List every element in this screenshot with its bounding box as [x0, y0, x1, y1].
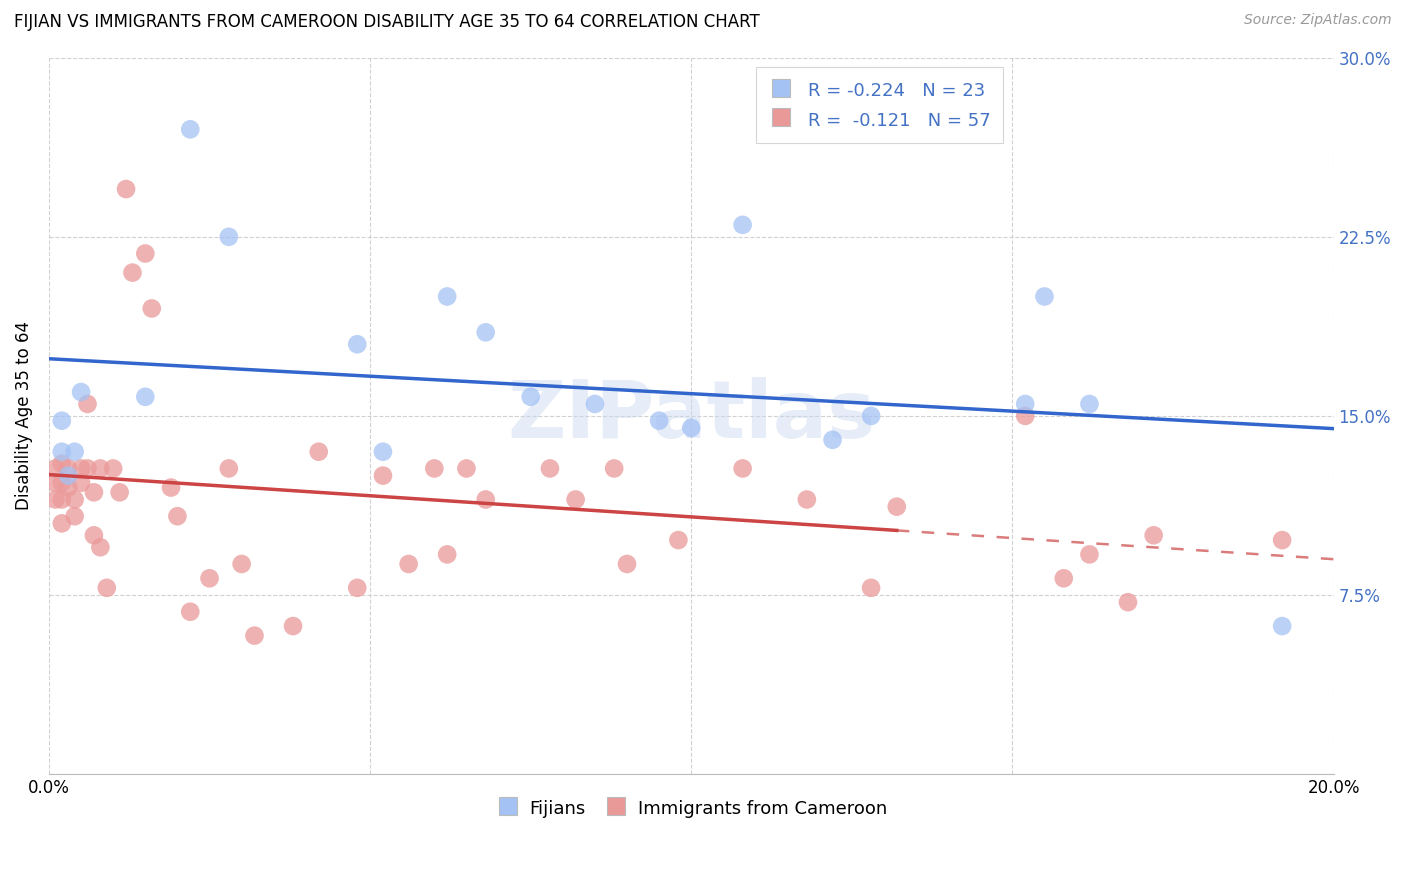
Point: [1271, 619, 1294, 633]
Y-axis label: Disability Age 35 to 64: Disability Age 35 to 64: [15, 321, 32, 510]
Point: [860, 581, 883, 595]
Point: [76, 461, 98, 475]
Point: [583, 397, 606, 411]
Point: [519, 390, 541, 404]
Point: [134, 390, 156, 404]
Text: FIJIAN VS IMMIGRANTS FROM CAMEROON DISABILITY AGE 35 TO 64 CORRELATION CHART: FIJIAN VS IMMIGRANTS FROM CAMEROON DISAB…: [14, 13, 759, 31]
Point: [371, 444, 394, 458]
Point: [731, 218, 754, 232]
Point: [474, 492, 496, 507]
Point: [70, 475, 93, 490]
Point: [51, 414, 73, 428]
Point: [76, 397, 98, 411]
Point: [179, 605, 201, 619]
Legend: Fijians, Immigrants from Cameroon: Fijians, Immigrants from Cameroon: [488, 790, 894, 826]
Point: [58, 468, 80, 483]
Point: [51, 457, 73, 471]
Point: [346, 581, 368, 595]
Point: [179, 122, 201, 136]
Point: [63, 444, 86, 458]
Point: [1143, 528, 1166, 542]
Point: [51, 516, 73, 531]
Point: [1078, 397, 1101, 411]
Point: [436, 548, 458, 562]
Point: [83, 528, 105, 542]
Point: [51, 492, 73, 507]
Point: [281, 619, 304, 633]
Point: [103, 461, 125, 475]
Point: [1053, 571, 1076, 585]
Point: [70, 461, 93, 475]
Point: [821, 433, 844, 447]
Point: [231, 557, 253, 571]
Point: [51, 475, 73, 490]
Point: [58, 461, 80, 475]
Point: [58, 481, 80, 495]
Point: [243, 629, 266, 643]
Point: [456, 461, 478, 475]
Point: [121, 266, 143, 280]
Point: [398, 557, 420, 571]
Point: [218, 461, 240, 475]
Point: [44, 475, 66, 490]
Point: [70, 384, 93, 399]
Point: [474, 326, 496, 340]
Point: [346, 337, 368, 351]
Point: [1271, 533, 1294, 547]
Point: [89, 541, 111, 555]
Point: [44, 461, 66, 475]
Point: [603, 461, 626, 475]
Point: [44, 492, 66, 507]
Point: [1014, 397, 1036, 411]
Point: [371, 468, 394, 483]
Point: [83, 485, 105, 500]
Point: [860, 409, 883, 423]
Point: [796, 492, 818, 507]
Point: [134, 246, 156, 260]
Text: Source: ZipAtlas.com: Source: ZipAtlas.com: [1244, 13, 1392, 28]
Point: [538, 461, 561, 475]
Point: [89, 461, 111, 475]
Point: [51, 444, 73, 458]
Point: [1078, 548, 1101, 562]
Point: [308, 444, 330, 458]
Point: [141, 301, 163, 316]
Point: [668, 533, 690, 547]
Point: [731, 461, 754, 475]
Point: [1116, 595, 1139, 609]
Point: [1033, 289, 1056, 303]
Point: [63, 492, 86, 507]
Point: [436, 289, 458, 303]
Text: ZIPatlas: ZIPatlas: [508, 377, 876, 455]
Point: [564, 492, 586, 507]
Point: [218, 229, 240, 244]
Point: [648, 414, 671, 428]
Point: [681, 421, 703, 435]
Point: [1014, 409, 1036, 423]
Point: [115, 182, 138, 196]
Point: [63, 509, 86, 524]
Point: [160, 481, 183, 495]
Point: [166, 509, 188, 524]
Point: [198, 571, 221, 585]
Point: [96, 581, 118, 595]
Point: [616, 557, 638, 571]
Point: [423, 461, 446, 475]
Point: [886, 500, 908, 514]
Point: [108, 485, 131, 500]
